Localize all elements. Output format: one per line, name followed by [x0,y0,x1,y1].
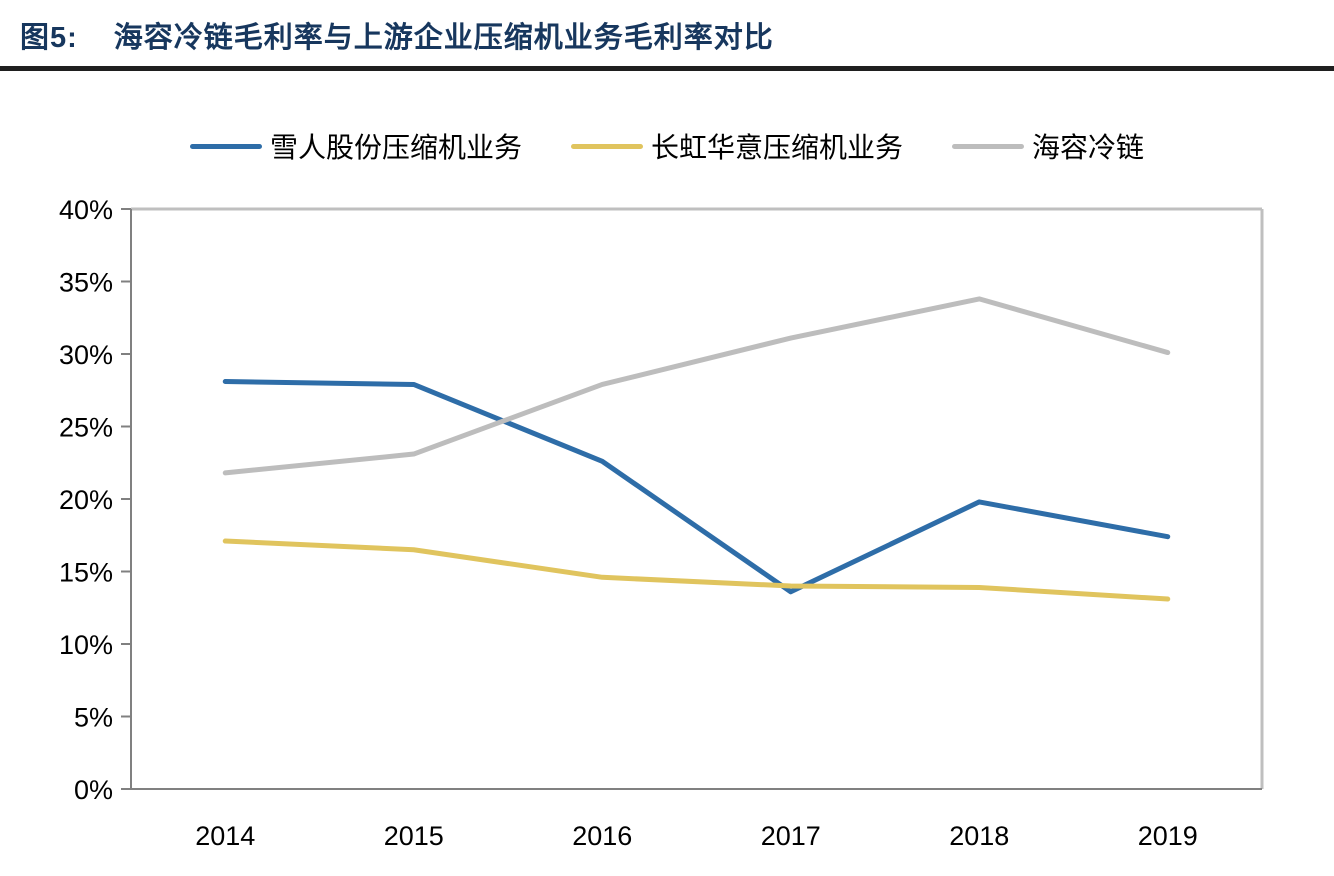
y-tick-label: 0% [74,775,113,805]
legend-label-2: 海容冷链 [1032,132,1145,163]
series-line-0 [222,379,1171,595]
legend-label-1: 长虹华意压缩机业务 [650,132,903,163]
y-tick-label: 5% [74,703,113,733]
legend-swatch-1 [570,143,643,149]
legend-item-xueren: 雪人股份压缩机业务 [189,126,522,166]
legend-swatch-2 [952,143,1024,149]
legend-item-changhong: 长虹华意压缩机业务 [570,126,903,166]
y-tick-label: 25% [59,413,113,443]
x-tick-label: 2018 [949,821,1009,851]
y-tick-label: 35% [59,268,113,298]
y-tick-label: 30% [59,340,113,370]
x-tick-label: 2015 [384,821,444,851]
figure-header: 图5: 海容冷链毛利率与上游企业压缩机业务毛利率对比 [20,14,774,56]
legend-label-0: 雪人股份压缩机业务 [269,132,522,163]
y-tick-label: 15% [59,558,113,588]
legend-item-hairong: 海容冷链 [952,126,1144,166]
y-tick-label: 40% [59,195,113,225]
x-tick-label: 2019 [1138,821,1198,851]
x-tick-label: 2014 [195,821,255,851]
series-line-1 [222,538,1171,602]
figure-title: 海容冷链毛利率与上游企业压缩机业务毛利率对比 [113,22,774,54]
y-tick-label: 20% [59,485,113,515]
header-rule [0,66,1334,71]
chart-legend: 雪人股份压缩机业务 长虹华意压缩机业务 海容冷链 [0,126,1334,166]
x-tick-label: 2016 [572,821,632,851]
x-tick-label: 2017 [761,821,821,851]
series-line-2 [222,296,1171,476]
legend-swatch-0 [189,143,262,149]
figure-label: 图5: [20,22,78,54]
y-tick-label: 10% [59,630,113,660]
